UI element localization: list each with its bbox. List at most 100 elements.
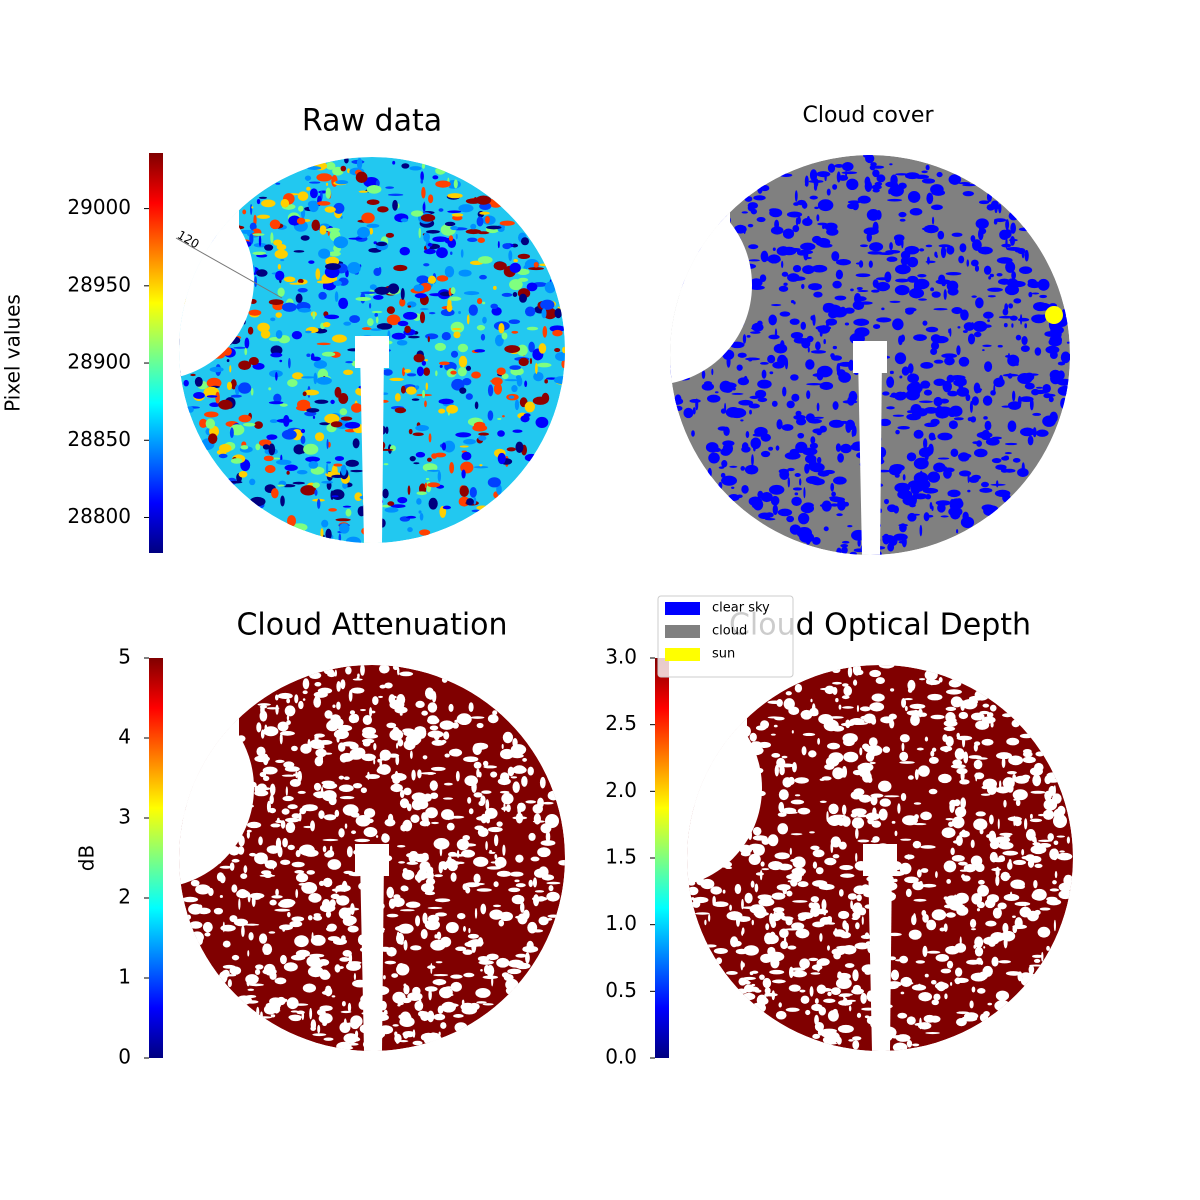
image-patch [262, 766, 278, 775]
image-patch [818, 883, 835, 891]
image-patch [508, 395, 515, 399]
image-patch [359, 709, 366, 712]
image-patch [867, 745, 883, 756]
colorbar-tick-label: 1.5 [605, 845, 637, 869]
image-patch [415, 385, 420, 390]
image-patch [494, 856, 507, 869]
image-patch [838, 889, 844, 897]
image-patch [206, 395, 218, 398]
image-patch [318, 291, 327, 300]
image-patch [907, 275, 919, 283]
image-patch [749, 732, 757, 742]
image-patch [774, 911, 785, 919]
image-patch [333, 463, 343, 467]
image-patch [993, 384, 996, 396]
image-patch [990, 722, 994, 728]
image-patch [344, 1036, 359, 1039]
image-patch [972, 320, 988, 332]
image-patch [263, 726, 279, 737]
image-patch [830, 987, 841, 995]
image-patch [295, 949, 311, 958]
image-patch [270, 352, 283, 358]
image-patch [513, 259, 518, 263]
image-patch [306, 870, 315, 875]
image-patch [316, 342, 331, 346]
image-patch [973, 818, 988, 831]
image-patch [841, 171, 858, 175]
image-patch [547, 790, 560, 801]
image-patch [473, 792, 483, 798]
image-patch [277, 692, 293, 700]
image-patch [479, 211, 490, 215]
image-patch [960, 309, 969, 321]
image-patch [983, 311, 994, 319]
image-patch [291, 916, 305, 922]
image-patch [976, 908, 980, 912]
image-patch [798, 512, 810, 525]
image-patch [422, 203, 426, 212]
image-patch [521, 775, 528, 787]
image-patch [1007, 861, 1013, 870]
image-patch [385, 426, 389, 435]
image-patch [305, 330, 312, 334]
image-patch [913, 898, 927, 902]
image-patch [998, 278, 1011, 285]
image-patch [715, 957, 723, 965]
image-patch [746, 335, 751, 338]
image-patch [229, 966, 242, 975]
image-patch [853, 788, 865, 796]
image-patch [455, 770, 460, 782]
image-patch [468, 927, 471, 934]
image-patch [757, 490, 764, 499]
image-patch [831, 725, 845, 732]
image-patch [692, 407, 696, 415]
image-patch [447, 210, 462, 214]
image-patch [497, 430, 505, 437]
image-patch [324, 710, 333, 719]
image-patch [246, 821, 262, 829]
image-patch [730, 408, 739, 414]
image-patch [289, 779, 301, 787]
image-patch [493, 382, 503, 395]
image-patch [429, 725, 439, 731]
image-patch [804, 463, 810, 474]
image-patch [852, 1040, 860, 1050]
image-patch [757, 183, 763, 194]
image-patch [900, 976, 913, 988]
image-patch [999, 995, 1002, 1001]
image-patch [493, 261, 507, 271]
image-patch [841, 804, 847, 815]
image-patch [978, 200, 990, 205]
image-patch [313, 782, 322, 791]
image-patch [771, 753, 781, 758]
image-patch [322, 877, 333, 888]
image-patch [517, 253, 531, 259]
image-patch [983, 946, 986, 949]
image-patch [906, 1016, 916, 1025]
image-patch [405, 733, 422, 745]
image-patch [855, 852, 858, 862]
image-patch [339, 796, 355, 800]
image-patch [1029, 818, 1043, 823]
image-patch [930, 341, 940, 351]
image-patch [476, 505, 489, 511]
image-patch [382, 369, 393, 376]
image-patch [422, 389, 426, 399]
image-patch [817, 738, 821, 745]
colorbar-tick-label: 28900 [67, 350, 131, 374]
image-patch [342, 949, 352, 957]
image-patch [407, 485, 411, 496]
image-patch [951, 232, 963, 237]
image-patch [851, 988, 864, 995]
image-patch [1003, 936, 1008, 949]
image-patch [1032, 842, 1041, 846]
image-patch [809, 442, 819, 450]
image-patch [496, 821, 503, 827]
image-patch [451, 748, 462, 757]
image-patch [1033, 762, 1044, 772]
image-patch [990, 932, 1005, 942]
image-patch [823, 302, 835, 309]
image-patch [226, 359, 230, 363]
image-patch [423, 232, 430, 243]
image-patch [301, 881, 318, 894]
